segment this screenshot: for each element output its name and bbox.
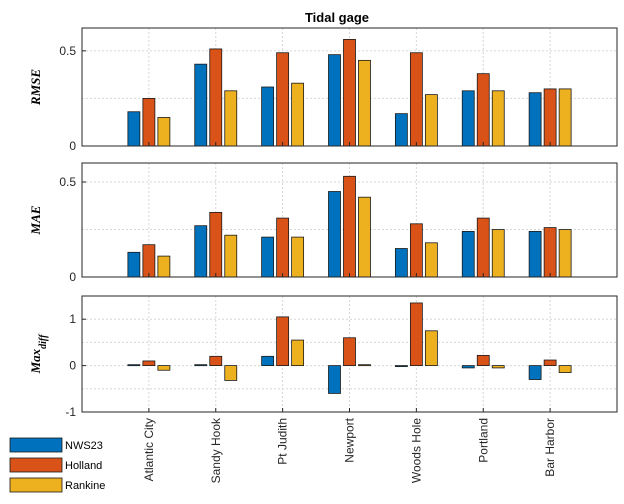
panel-1: 0 0.5 RMSE xyxy=(28,27,618,153)
category-label: Portland xyxy=(476,418,490,463)
bar-rankine-7 xyxy=(558,365,572,373)
y-tick-label: 0 xyxy=(69,139,76,153)
bar-nws23-6 xyxy=(461,90,475,147)
chart-title: Tidal gage xyxy=(305,10,369,25)
y-tick-label: 1 xyxy=(69,312,76,326)
bar-nws23-4 xyxy=(328,191,341,278)
bar-rankine-1 xyxy=(157,255,171,278)
bar-nws23-2 xyxy=(194,63,208,147)
legend-label-rankine: Rankine xyxy=(65,480,105,492)
y-tick-label: 0.5 xyxy=(59,175,76,189)
bar-rankine-6 xyxy=(491,365,505,369)
bar-nws23-6 xyxy=(461,365,475,369)
bar-rankine-4 xyxy=(358,364,371,367)
category-label: Woods Hole xyxy=(409,418,423,483)
x-category-labels: Atlantic City Sandy Hook Pt Judith Newport W… xyxy=(142,417,557,483)
bar-holland-1 xyxy=(142,98,156,147)
bar-nws23-3 xyxy=(261,86,275,147)
y-tick-label: 0 xyxy=(69,359,76,373)
category-label: Newport xyxy=(343,417,357,462)
bar-holland-5 xyxy=(409,223,423,278)
bar-holland-1 xyxy=(142,244,156,278)
bar-nws23-6 xyxy=(461,230,475,278)
bar-nws23-7 xyxy=(528,230,542,278)
bar-holland-2 xyxy=(209,48,223,147)
category-label: Atlantic City xyxy=(142,418,156,481)
legend: NWS23 Holland Rankine xyxy=(8,435,116,499)
panels: 0 0.5 RMSE 0 0.5 MAE -1 0 1 Maxdiff xyxy=(28,27,618,419)
bar-holland-5 xyxy=(409,52,423,147)
y-tick-label: 0.5 xyxy=(59,44,76,58)
legend-swatch-nws23 xyxy=(9,437,63,453)
bar-nws23-5 xyxy=(394,248,408,278)
y-axis-label: MAE xyxy=(28,205,43,235)
bar-holland-7 xyxy=(543,88,557,147)
bar-rankine-7 xyxy=(558,229,572,278)
y-tick-label: -1 xyxy=(65,405,76,419)
bar-rankine-4 xyxy=(358,59,371,147)
bar-holland-1 xyxy=(142,360,156,366)
legend-label-holland: Holland xyxy=(65,460,102,472)
bar-nws23-1 xyxy=(127,111,141,147)
bar-rankine-4 xyxy=(358,196,371,278)
category-label: Bar Harbor xyxy=(543,418,557,477)
bar-holland-4 xyxy=(343,337,356,367)
bar-holland-6 xyxy=(476,354,490,366)
bar-holland-7 xyxy=(543,227,557,278)
bar-rankine-3 xyxy=(291,339,305,366)
bar-rankine-1 xyxy=(157,117,171,147)
bar-rankine-2 xyxy=(224,234,238,278)
bar-nws23-7 xyxy=(528,365,542,380)
bar-holland-6 xyxy=(476,73,490,147)
bar-nws23-1 xyxy=(127,364,141,367)
legend-swatch-holland xyxy=(9,457,63,473)
category-label: Pt Judith xyxy=(276,418,290,465)
bar-rankine-5 xyxy=(424,330,438,366)
category-label: Sandy Hook xyxy=(209,417,223,483)
bar-holland-3 xyxy=(276,52,290,147)
bar-rankine-1 xyxy=(157,365,171,371)
bar-rankine-2 xyxy=(224,90,238,147)
y-tick-label: 0 xyxy=(69,270,76,284)
legend-swatch-rankine xyxy=(9,477,63,493)
bar-rankine-7 xyxy=(558,88,572,147)
bar-holland-2 xyxy=(209,355,223,367)
bar-rankine-5 xyxy=(424,94,438,147)
bar-holland-7 xyxy=(543,359,557,367)
bar-holland-5 xyxy=(409,302,423,366)
bar-holland-2 xyxy=(209,211,223,278)
bar-rankine-3 xyxy=(291,236,305,278)
bar-nws23-1 xyxy=(127,251,141,278)
bar-rankine-6 xyxy=(491,229,505,278)
bar-holland-3 xyxy=(276,316,290,367)
panel-2: 0 0.5 MAE xyxy=(28,162,618,284)
y-axis-label: Maxdiff xyxy=(28,333,49,374)
bar-nws23-5 xyxy=(394,365,408,368)
legend-label-nws23: NWS23 xyxy=(65,440,103,452)
bar-nws23-4 xyxy=(328,54,341,147)
bar-holland-6 xyxy=(476,217,490,278)
y-axis-label: RMSE xyxy=(28,69,43,106)
bar-nws23-7 xyxy=(528,92,542,147)
bar-nws23-2 xyxy=(194,364,208,367)
bar-holland-3 xyxy=(276,217,290,278)
bar-nws23-3 xyxy=(261,236,275,278)
bar-rankine-3 xyxy=(291,82,305,147)
bar-rankine-2 xyxy=(224,365,238,381)
bar-holland-4 xyxy=(343,175,356,278)
bar-nws23-2 xyxy=(194,225,208,278)
bar-nws23-5 xyxy=(394,113,408,147)
bar-nws23-3 xyxy=(261,355,275,367)
bar-rankine-5 xyxy=(424,242,438,278)
panel-3: -1 0 1 Maxdiff xyxy=(28,295,618,419)
bar-nws23-4 xyxy=(328,365,341,394)
bar-rankine-6 xyxy=(491,90,505,147)
bar-holland-4 xyxy=(343,39,356,147)
